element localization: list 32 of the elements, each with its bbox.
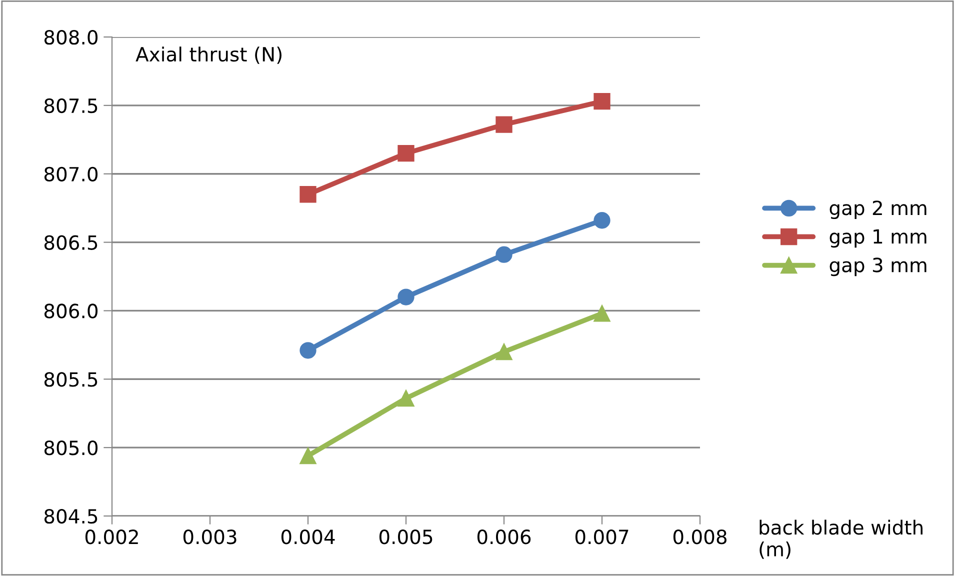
point — [398, 390, 414, 407]
x-tick-label: 0.006 — [477, 530, 531, 544]
point — [496, 343, 512, 360]
x-tick-label: 0.003 — [183, 530, 236, 544]
y-tick-label: 807.5 — [44, 98, 98, 114]
point — [300, 186, 316, 203]
x-tick-label: 0.007 — [575, 530, 628, 544]
x-tick-label: 0.008 — [673, 530, 726, 544]
x-tick-label: 0.005 — [379, 530, 432, 544]
y-tick-label: 808.0 — [44, 30, 98, 45]
y-tick-label: 807.0 — [44, 166, 98, 182]
x-tick-label: 0.002 — [85, 530, 138, 544]
y-tick-label: 805.5 — [44, 372, 98, 387]
y-axis-title: Axial thrust (N) — [136, 46, 282, 64]
legend-label: gap 2 mm — [830, 200, 926, 220]
point — [594, 212, 610, 229]
point — [496, 246, 512, 263]
y-tick-label: 806.5 — [44, 235, 98, 250]
x-tick-label: 0.004 — [281, 530, 335, 544]
x-axis-title: back blade width (m) — [760, 520, 922, 559]
y-tick-label: 805.0 — [44, 440, 98, 456]
y-tick-label: 806.0 — [44, 304, 98, 318]
point — [594, 92, 610, 110]
y-tick-label: 804.5 — [44, 508, 98, 524]
point — [496, 116, 512, 133]
legend-label: gap 1 mm — [830, 229, 926, 248]
point — [300, 342, 316, 359]
legend-label: gap 3 mm — [830, 258, 926, 276]
point — [594, 305, 610, 322]
point — [300, 447, 316, 464]
point — [398, 288, 414, 306]
point — [398, 144, 414, 162]
